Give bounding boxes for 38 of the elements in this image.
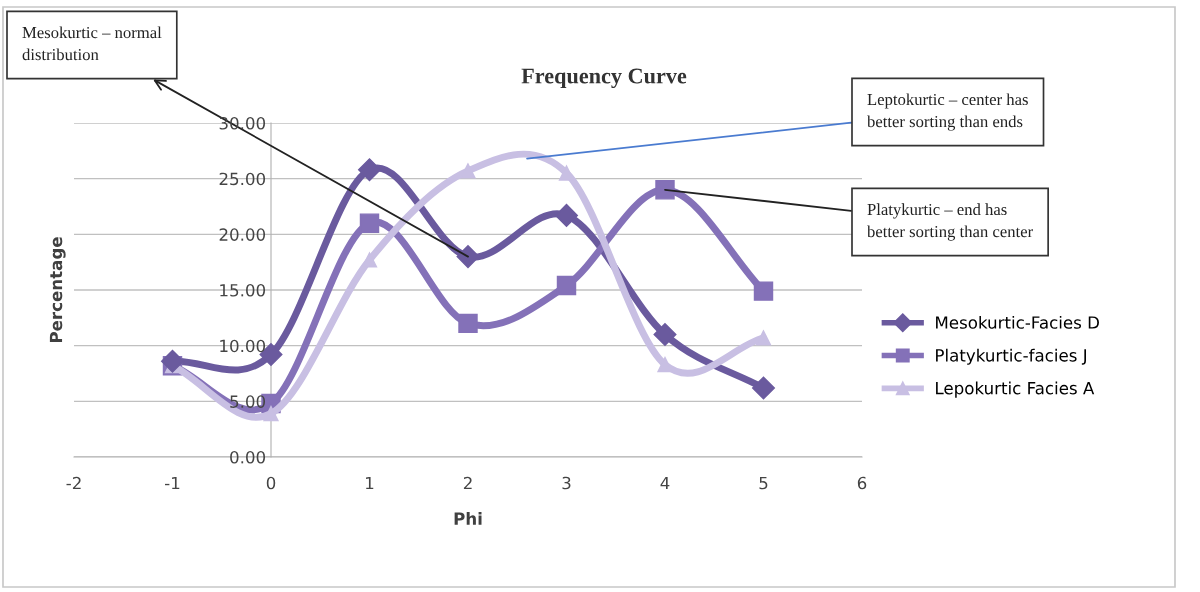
y-tick-label: 15.00	[220, 283, 266, 297]
point	[755, 330, 772, 346]
chart-title: Frequency Curve	[521, 68, 687, 89]
y-tick-label: 25.00	[219, 172, 266, 186]
point	[458, 313, 478, 334]
point	[752, 376, 775, 400]
point	[556, 275, 577, 296]
x-tick-label: 4	[660, 476, 670, 490]
point	[753, 281, 774, 301]
point	[358, 158, 381, 182]
x-tick-label: 3	[562, 476, 571, 490]
point	[456, 245, 480, 269]
x-tick-label: -1	[165, 476, 180, 490]
annotation: Leptokurtic – center has better sorting than ends	[867, 93, 1028, 131]
point	[359, 213, 380, 233]
point	[555, 203, 578, 227]
annotation: Mesokurtic – normal distribution	[22, 26, 162, 61]
y-axis-title: Percentage	[49, 237, 66, 343]
x-tick-label: -2	[66, 476, 81, 490]
x-tick-label: 6	[857, 476, 867, 490]
point	[657, 356, 673, 373]
point	[460, 163, 476, 179]
x-axis-title: Phi	[454, 512, 482, 525]
legend-label: Mesokurtic-Facies D	[936, 315, 1099, 329]
x-tick-label: 1	[366, 476, 374, 490]
x-tick-label: 5	[759, 476, 768, 490]
annotation: Platykurtic – end has better sorting than center	[867, 203, 1033, 241]
legend-label: Platykurtic-facies J	[936, 348, 1086, 365]
point	[653, 323, 677, 347]
y-tick-label: 10.00	[220, 339, 266, 353]
legend-label: Lepokurtic Facies A	[936, 381, 1095, 398]
point	[161, 349, 184, 373]
point	[655, 180, 675, 200]
x-tick-label: 2	[463, 476, 472, 490]
y-tick-label: 20.00	[219, 228, 266, 241]
x-tick-label: 0	[266, 476, 276, 490]
point	[263, 405, 279, 422]
y-tick-label: 0.00	[230, 450, 266, 464]
